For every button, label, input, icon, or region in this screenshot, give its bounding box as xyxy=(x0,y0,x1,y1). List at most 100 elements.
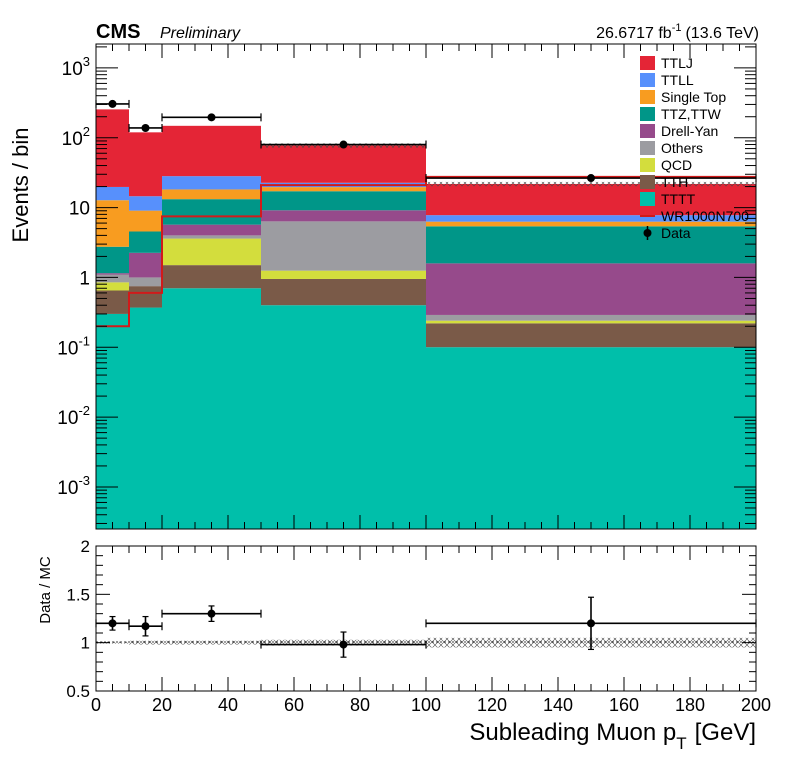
preliminary-label: Preliminary xyxy=(160,25,241,42)
ratio-unc-band-bin2 xyxy=(162,640,261,645)
main-y-tick-label: 103 xyxy=(62,54,90,80)
bar-ttlj-bin4 xyxy=(426,183,756,216)
legend-item-drell-yan: Drell-Yan xyxy=(640,123,718,139)
main-axis-ticks xyxy=(95,44,757,529)
legend-label-tttt: TTTT xyxy=(661,191,696,207)
legend-item-ttz-ttw: TTZ,TTW xyxy=(640,106,722,122)
bar-qcd-bin0 xyxy=(96,282,129,291)
legend-item-others: Others xyxy=(640,140,703,156)
x-tick-label: 40 xyxy=(218,695,238,715)
stacked-histogram xyxy=(96,109,756,529)
ratio-unc-band-bin1 xyxy=(129,640,162,645)
ratio-data-points xyxy=(95,596,757,658)
data-point-3 xyxy=(339,140,348,149)
main-y-tick-label: 10 xyxy=(69,199,90,220)
legend-item-ttll: TTLL xyxy=(640,72,694,88)
data-point-4 xyxy=(587,174,595,183)
data-point-2 xyxy=(207,113,216,122)
bar-ttz-ttw-bin2 xyxy=(162,199,261,225)
bar-ttll-bin2 xyxy=(162,176,261,190)
ratio-point-1 xyxy=(141,622,150,631)
legend-item-qcd: QCD xyxy=(640,157,692,173)
x-tick-label: 140 xyxy=(543,695,573,715)
bar-tth-bin0 xyxy=(96,290,129,314)
ratio-point-3 xyxy=(339,640,348,649)
bar-qcd-bin4 xyxy=(426,320,756,324)
legend-swatch-ttll xyxy=(640,73,655,87)
bar-single-top-bin2 xyxy=(162,189,261,200)
lumi-value: 26.6717 fb xyxy=(596,25,672,42)
legend-swatch-tttt xyxy=(640,192,655,206)
legend-item-tttt: TTTT xyxy=(640,191,696,207)
bar-tttt-bin4 xyxy=(426,347,756,529)
legend-label-ttz-ttw: TTZ,TTW xyxy=(661,106,722,122)
bar-ttlj-bin1 xyxy=(129,132,162,197)
x-tick-label: 0 xyxy=(91,695,101,715)
bar-drell-yan-bin2 xyxy=(162,224,261,236)
bar-others-bin0 xyxy=(96,274,129,283)
legend-swatch-qcd xyxy=(640,158,655,172)
ratio-plot-frame xyxy=(95,545,757,692)
main-y-tick-label: 1 xyxy=(79,268,90,289)
cms-label: CMS xyxy=(96,21,140,43)
ratio-point-4 xyxy=(587,619,595,628)
lumi-label: 26.6717 fb-1 (13.6 TeV) xyxy=(596,22,759,42)
ratio-y-tick-label: 0.5 xyxy=(66,682,90,701)
legend-label-single-top: Single Top xyxy=(661,89,726,105)
x-axis-title-subscript: T xyxy=(676,734,686,753)
x-tick-label: 80 xyxy=(350,695,370,715)
bar-single-top-bin3 xyxy=(261,187,426,192)
main-y-axis-title: Events / bin xyxy=(8,128,33,243)
main-y-tick-label: 10-2 xyxy=(57,403,90,429)
bar-ttll-bin0 xyxy=(96,186,129,201)
ratio-tick-labels: 0 20 40 60 80 100 120 140 160 180 200 0.5 1 1.5 2 xyxy=(66,537,771,715)
legend-item-tth: TTH xyxy=(640,174,688,190)
x-tick-label: 100 xyxy=(411,695,441,715)
legend-item-ttlj: TTLJ xyxy=(640,55,693,71)
data-point-1 xyxy=(141,123,150,132)
bar-ttll-bin4 xyxy=(426,215,756,222)
bar-others-bin2 xyxy=(162,235,261,239)
legend-label-wr1000n700: WR1000N700 xyxy=(661,208,749,224)
bar-tth-bin4 xyxy=(426,323,756,348)
ratio-unc-band-bin0 xyxy=(96,641,129,644)
x-tick-label: 160 xyxy=(609,695,639,715)
legend-swatch-ttz-ttw xyxy=(640,107,655,121)
main-y-tick-labels: 10-3 10-2 10-1 1 10 102 103 xyxy=(57,54,90,499)
x-tick-label: 60 xyxy=(284,695,304,715)
data-points xyxy=(95,99,757,183)
bar-ttz-ttw-bin4 xyxy=(426,226,756,264)
ratio-y-tick-label: 1.5 xyxy=(66,585,90,604)
legend-label-ttll: TTLL xyxy=(661,72,694,88)
ratio-plot-panel: 0 20 40 60 80 100 120 140 160 180 200 0.5 1 1.5 2 Data… xyxy=(37,537,771,753)
legend-swatch-single-top xyxy=(640,90,655,104)
bar-others-bin4 xyxy=(426,314,756,321)
bar-tttt-bin0 xyxy=(96,313,129,529)
ratio-point-0 xyxy=(108,619,117,628)
bar-ttlj-bin2 xyxy=(162,125,261,177)
bar-ttll-bin1 xyxy=(129,196,162,211)
legend-item-single-top: Single Top xyxy=(640,89,726,105)
bar-tttt-bin2 xyxy=(162,288,261,529)
bar-tttt-bin1 xyxy=(129,307,162,529)
bar-drell-yan-bin4 xyxy=(426,263,756,315)
bar-ttz-ttw-bin1 xyxy=(129,231,162,253)
legend-label-tth: TTH xyxy=(661,174,688,190)
legend-label-qcd: QCD xyxy=(661,157,692,173)
legend-label-ttlj: TTLJ xyxy=(661,55,693,71)
x-tick-label: 180 xyxy=(675,695,705,715)
bar-ttlj-bin3 xyxy=(261,145,426,183)
bar-drell-yan-bin0 xyxy=(96,273,129,275)
x-tick-label: 120 xyxy=(477,695,507,715)
x-tick-label: 200 xyxy=(741,695,771,715)
legend-swatch-drell-yan xyxy=(640,124,655,138)
bar-ttz-ttw-bin0 xyxy=(96,246,129,274)
bar-ttz-ttw-bin3 xyxy=(261,191,426,211)
x-axis-title: Subleading Muon pT [GeV] xyxy=(469,719,756,753)
mc-unc-hatch-bin4 xyxy=(426,181,756,187)
bar-qcd-bin3 xyxy=(261,270,426,279)
legend-label-data: Data xyxy=(661,225,691,241)
legend-label-others: Others xyxy=(661,140,703,156)
